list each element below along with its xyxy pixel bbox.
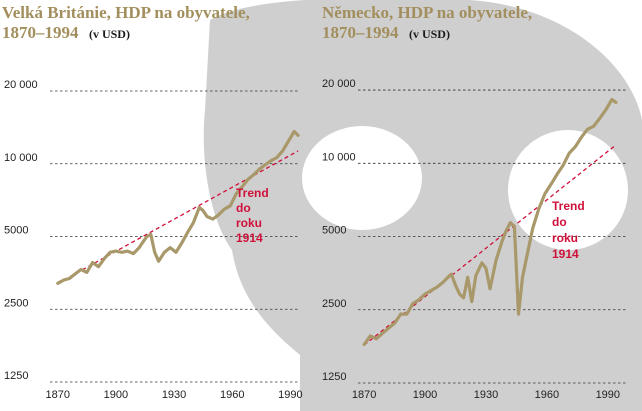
trend-label-word-3: roku xyxy=(236,216,262,230)
series-line-germany xyxy=(362,97,618,347)
x-tick-label: 1960 xyxy=(220,389,244,401)
x-tick-label: 1900 xyxy=(104,389,128,401)
y-tick-label: 2500 xyxy=(322,298,346,310)
series-line-uk xyxy=(56,129,300,285)
trend-label-word-2: do xyxy=(552,215,567,229)
skull-watermark-icon xyxy=(203,0,642,411)
x-tick-label: 1870 xyxy=(46,389,70,401)
trend-line-uk xyxy=(57,150,299,284)
chart-years-uk: 1870–1994 xyxy=(2,23,79,42)
y-tick-label: 2500 xyxy=(4,297,28,309)
chart-title-germany: Německo, HDP na obyvatele, xyxy=(322,3,532,22)
trend-label-word-4: 1914 xyxy=(552,247,579,261)
trend-label-word-4: 1914 xyxy=(236,231,263,245)
y-tick-label: 5000 xyxy=(322,225,346,237)
x-tick-label: 1960 xyxy=(535,389,559,401)
trend-label-word-3: roku xyxy=(552,231,578,245)
chart-subtitle-uk: 1870–1994 (v USD) xyxy=(2,23,130,42)
y-tick-label: 10 000 xyxy=(4,152,38,164)
x-tick-label: 1990 xyxy=(596,389,620,401)
trend-label-word-1: Trend xyxy=(236,186,269,200)
x-tick-label: 1870 xyxy=(352,389,376,401)
trend-annotation-uk: Trend do roku 1914 xyxy=(236,186,272,245)
chart-title-uk: Velká Británie, HDP na obyvatele, xyxy=(2,3,250,22)
y-tick-label: 1250 xyxy=(4,370,28,382)
uk-gdp-chart: Velká Británie, HDP na obyvatele, 1870–1… xyxy=(2,3,303,401)
y-tick-label: 20 000 xyxy=(4,79,38,91)
trend-annotation-germany: Trend do roku 1914 xyxy=(552,199,588,261)
trend-label-word-1: Trend xyxy=(552,199,585,213)
y-tick-label: 5000 xyxy=(4,225,28,237)
chart-subtitle-germany: 1870–1994 (v USD) xyxy=(322,23,450,42)
x-tick-label: 1990 xyxy=(278,389,302,401)
y-tick-label: 1250 xyxy=(322,371,346,383)
x-tick-label: 1930 xyxy=(162,389,186,401)
y-tick-label: 20 000 xyxy=(322,78,356,90)
x-tick-label: 1930 xyxy=(474,389,498,401)
x-tick-label: 1900 xyxy=(413,389,437,401)
germany-gdp-chart: Německo, HDP na obyvatele, 1870–1994 (v … xyxy=(322,3,628,401)
trend-label-word-2: do xyxy=(236,201,251,215)
chart-unit-germany: (v USD) xyxy=(409,27,450,41)
chart-years-germany: 1870–1994 xyxy=(322,23,399,42)
chart-unit-uk: (v USD) xyxy=(89,27,130,41)
y-tick-label: 10 000 xyxy=(322,151,356,163)
trend-line-germany xyxy=(363,144,617,346)
